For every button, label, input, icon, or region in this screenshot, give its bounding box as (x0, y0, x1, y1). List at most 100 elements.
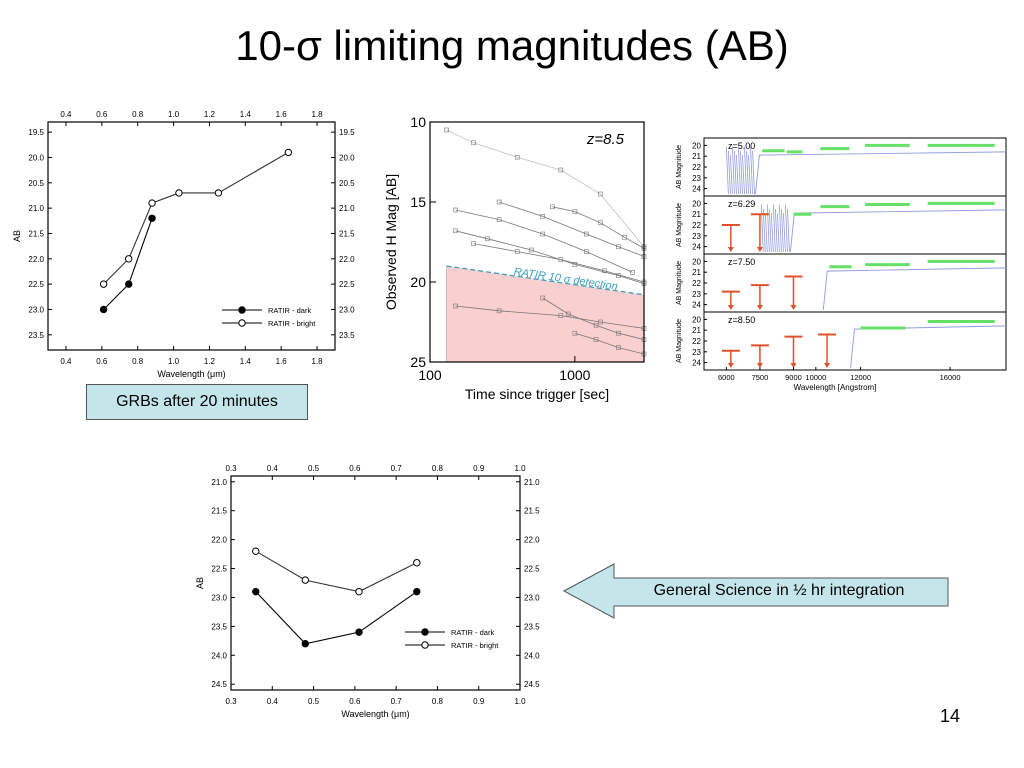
lyman-forest-line (734, 150, 737, 195)
y-tick-label: 21.5 (211, 507, 227, 516)
y-axis-label: AB Magnitude (676, 145, 683, 189)
y-right-tick-label: 20.0 (339, 153, 355, 162)
x-tick-label: 0.8 (432, 697, 444, 706)
data-point (99, 280, 108, 288)
legend-marker (421, 628, 429, 636)
y-tick-label: 22 (692, 221, 701, 230)
lyman-forest-line (746, 150, 749, 195)
x-top-tick-label: 1.6 (276, 110, 288, 119)
data-point (252, 547, 260, 555)
x-tick-label: 0.9 (473, 697, 485, 706)
light-curve-point (630, 270, 635, 275)
light-curve-point (616, 330, 621, 336)
x-top-tick-label: 0.4 (267, 464, 279, 473)
chart-general-science-limits: 0.3 0.4 0.5 0.6 0.7 0.8 0.9 1.0 0.3 0.4 0.5 0.6 0.7 0… (195, 464, 540, 719)
light-curve-point (453, 228, 458, 234)
light-curve-point (514, 154, 520, 160)
y-axis-label: Observed H Mag [AB] (383, 174, 399, 310)
light-curve (574, 332, 645, 355)
legend-label: RATIR - dark (268, 306, 311, 315)
y-right-tick-label: 23.0 (339, 305, 355, 314)
x-tick-label: 0.3 (225, 697, 237, 706)
x-tick-label: 0.4 (60, 357, 72, 366)
y-tick-label: 20.0 (28, 153, 44, 162)
x-top-tick-label: 0.6 (96, 110, 108, 119)
upper-limit-arrowhead (824, 363, 831, 368)
y-tick-label: 22.5 (28, 280, 44, 289)
y-tick-label: 24.0 (211, 651, 227, 660)
x-top-tick-label: 0.7 (391, 464, 403, 473)
y-right-tick-label: 20.5 (339, 179, 355, 188)
x-top-tick-label: 0.6 (349, 464, 361, 473)
x-tick-label: 10000 (805, 373, 826, 382)
y-tick-label: 10 (410, 114, 426, 130)
y-tick-label: 20 (692, 199, 701, 208)
x-top-tick-label: 1.0 (514, 464, 526, 473)
light-curve-point (598, 191, 603, 197)
light-curve (473, 243, 645, 283)
y-tick-label: 21.0 (211, 478, 227, 487)
y-tick-label: 15 (410, 194, 426, 210)
slide-title: 10-σ limiting magnitudes (AB) (235, 22, 789, 69)
lyman-forest-line (787, 208, 790, 253)
y-right-tick-label: 21.0 (524, 478, 540, 487)
data-point (99, 305, 108, 314)
upper-limit-arrowhead (790, 363, 797, 368)
y-tick-label: 20 (692, 257, 701, 266)
light-curve-point (584, 249, 589, 254)
series-line (255, 550, 418, 593)
lyman-forest-line (772, 204, 776, 253)
y-right-tick-label: 24.0 (524, 651, 540, 660)
lyman-forest-line (752, 150, 755, 195)
panel-redshift-label: z=5.00 (728, 141, 755, 151)
light-curve-point (453, 303, 458, 309)
data-point (413, 587, 421, 596)
y-tick-label: 24.5 (211, 680, 227, 689)
y-tick-label: 24 (692, 243, 701, 252)
y-tick-label: 21 (692, 152, 701, 161)
x-tick-label: 0.6 (349, 697, 361, 706)
y-right-tick-label: 23.5 (524, 622, 540, 631)
lyman-forest-line (762, 208, 766, 253)
y-tick-label: 24 (692, 301, 701, 310)
legend-marker (238, 306, 246, 314)
spectrum-continuum (822, 267, 1007, 311)
light-curve (455, 305, 645, 329)
light-curve-point (598, 319, 603, 325)
y-tick-label: 24 (692, 185, 701, 194)
light-curve-point (572, 209, 578, 214)
light-curve-point (616, 345, 621, 350)
x-tick-label: 100 (418, 367, 442, 383)
lyman-forest-line (778, 204, 782, 253)
y-tick-label: 23 (692, 232, 701, 241)
y-tick-label: 21 (692, 210, 701, 219)
lyman-forest-line (740, 150, 743, 195)
y-tick-label: 19.5 (28, 128, 44, 137)
light-curve (498, 201, 645, 257)
y-axis-label: AB (12, 230, 22, 242)
light-curve-point (471, 241, 476, 246)
x-top-tick-label: 0.4 (60, 110, 72, 119)
x-tick-label: 7500 (752, 373, 769, 382)
upper-limit-arrowhead (756, 305, 763, 310)
y-tick-label: 20 (410, 274, 426, 290)
y-right-tick-label: 22.5 (524, 565, 540, 574)
detection-limit-line (446, 265, 645, 296)
chart-grb-limits: 0.4 0.6 0.8 1.0 1.2 1.4 1.6 1.8 0.4 0.6 0.8 1.0 1.2 1… (12, 110, 355, 379)
y-tick-label: 22 (692, 337, 701, 346)
page-number: 14 (939, 706, 961, 726)
y-right-tick-label: 24.5 (524, 680, 540, 689)
y-tick-label: 21 (692, 326, 701, 335)
plot-frame (47, 121, 336, 351)
lyman-forest-line (744, 146, 747, 195)
lyman-forest-line (736, 155, 739, 195)
x-top-tick-label: 0.5 (308, 464, 320, 473)
data-point (355, 587, 363, 596)
lyman-forest-line (770, 213, 774, 253)
y-tick-label: 23.0 (28, 305, 44, 314)
y-tick-label: 23.0 (211, 593, 227, 602)
series-line (255, 591, 418, 645)
y-tick-label: 24 (692, 359, 701, 368)
y-tick-label: 22.5 (211, 565, 227, 574)
x-tick-label: 0.4 (267, 697, 279, 706)
